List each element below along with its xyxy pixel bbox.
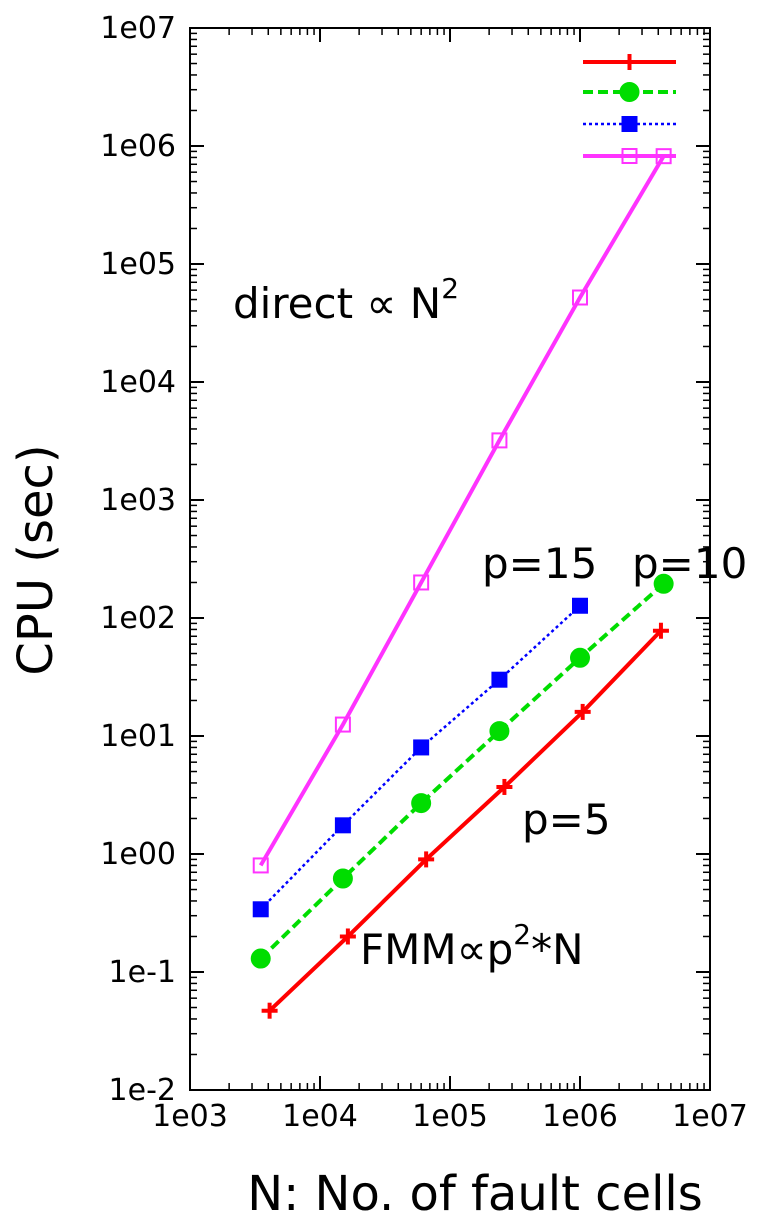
data-point-p15: [572, 597, 588, 614]
x-tick-label: 1e06: [542, 1099, 618, 1134]
annotation-p10: p=10: [632, 539, 747, 588]
x-axis-title: N: No. of fault cells: [247, 1166, 703, 1222]
data-point-p5: [339, 928, 356, 945]
data-point-p10: [411, 793, 432, 814]
series-line-p15: [259, 604, 581, 911]
annotation-direct-sup: 2: [441, 272, 459, 305]
legend: [583, 54, 676, 164]
data-point-direct: [334, 716, 351, 733]
data-point-p15: [491, 671, 508, 688]
legend-marker-p15: [621, 116, 638, 132]
y-tick-label: 1e-1: [109, 955, 176, 990]
tick-labels: 1e03 1e04 1e05 1e06 1e07 1e-2 1e-1 1e00 1e01 1e02…: [100, 11, 748, 1134]
annotation-direct-text: direct ∝ N: [233, 279, 441, 328]
data-point-p10: [570, 647, 590, 668]
y-tick-label: 1e-2: [109, 1073, 176, 1108]
x-tick-label: 1e03: [152, 1099, 228, 1134]
y-axis-title: CPU (sec): [8, 444, 64, 675]
y-tick-label: 1e03: [100, 483, 176, 518]
y-tick-label: 1e06: [100, 129, 176, 164]
annotation-fmm-text: FMM∝p: [360, 925, 513, 974]
legend-marker-direct: [621, 148, 638, 164]
data-point-direct: [413, 574, 430, 591]
y-tick-label: 1e07: [100, 11, 176, 46]
y-tick-label: 1e01: [100, 719, 176, 754]
annotation-fmm-tail: *N: [531, 925, 583, 974]
data-point-direct: [572, 289, 588, 306]
data-point-p15: [252, 901, 269, 918]
x-tick-label: 1e07: [672, 1099, 748, 1134]
annotation-p15: p=15: [482, 539, 597, 588]
data-point-p15: [413, 739, 430, 756]
data-point-p15: [334, 817, 351, 834]
y-tick-label: 1e00: [100, 837, 176, 872]
y-tick-label: 1e04: [100, 365, 176, 400]
tick-marks: [189, 27, 711, 1091]
series-line-p5: [268, 629, 663, 1013]
annotation-direct: direct ∝ N2: [233, 272, 459, 328]
x-tick-label: 1e04: [282, 1099, 358, 1134]
annotation-fmm: FMM∝p2*N: [360, 918, 584, 974]
legend-marker-p5: [621, 54, 638, 70]
x-tick-label: 1e05: [412, 1099, 488, 1134]
data-point-p5: [418, 851, 435, 868]
series-line-direct: [258, 155, 666, 867]
data-point-p5: [652, 622, 669, 639]
data-point-p5: [261, 1002, 278, 1019]
annotation-p5: p=5: [522, 795, 611, 844]
data-point-p10: [489, 721, 510, 742]
data-point-p10: [250, 948, 271, 969]
data-point-direct: [252, 857, 269, 874]
annotation-fmm-sup: 2: [513, 918, 531, 951]
series-line-p10: [259, 582, 665, 961]
series-group: [250, 148, 674, 1019]
data-point-direct: [491, 432, 508, 449]
y-tick-label: 1e02: [100, 601, 176, 636]
data-point-p5: [496, 778, 513, 795]
legend-marker-p10: [619, 82, 640, 102]
data-point-p5: [574, 703, 591, 720]
data-point-p10: [332, 868, 353, 889]
y-tick-label: 1e05: [100, 247, 176, 282]
data-point-p10: [653, 573, 674, 594]
